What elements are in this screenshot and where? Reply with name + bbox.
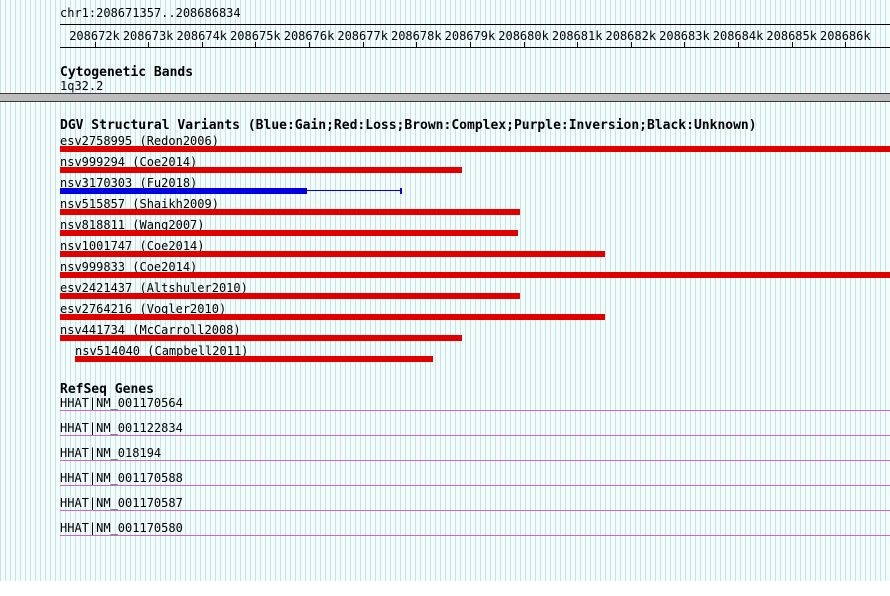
ruler-tick-label: 208680k (498, 29, 549, 43)
variant-label: nsv514040 (Campbell2011) (75, 344, 249, 358)
variant-bar[interactable] (60, 251, 605, 257)
variant-label: esv2758995 (Redon2006) (60, 134, 219, 148)
ruler-top-line (60, 24, 890, 25)
cytogenetic-section-title: Cytogenetic Bands (60, 65, 194, 80)
ruler-tick-mark (255, 42, 257, 47)
ruler-tick-mark (523, 42, 525, 47)
gene-label: HHAT|NM_001170587 (60, 496, 183, 510)
variant-bar[interactable] (75, 356, 433, 362)
cytogenetic-band (0, 93, 890, 102)
ruler-tick-label: 208678k (390, 29, 442, 43)
cytogenetic-band-label: 1q32.2 (60, 79, 104, 93)
variant-bar[interactable] (60, 146, 890, 152)
ruler-base-line (60, 47, 890, 48)
variant-bar[interactable] (60, 230, 518, 236)
ruler-tick-label: 208674k (176, 29, 228, 43)
ruler-tick-label: 208681k (551, 29, 603, 43)
variant-label: nsv3170303 (Fu2018) (60, 176, 198, 190)
gene-line[interactable] (60, 460, 890, 461)
variant-bar[interactable] (60, 188, 307, 194)
ruler-tick-mark (201, 42, 203, 47)
variant-bar[interactable] (60, 335, 462, 341)
ruler-tick-mark (791, 42, 793, 47)
ruler-tick-label: 208675k (230, 29, 281, 43)
ruler-tick-label: 208686k (820, 29, 871, 43)
variant-label: nsv999294 (Coe2014) (60, 155, 198, 169)
variant-bar[interactable] (60, 272, 890, 278)
variant-tail-tick (400, 188, 402, 194)
gene-line[interactable] (60, 510, 890, 511)
ruler-tick-mark (684, 42, 686, 47)
gene-line[interactable] (60, 485, 890, 486)
variant-label: nsv999833 (Coe2014) (60, 260, 198, 274)
ruler-tick-label: 208677k (337, 29, 388, 43)
gene-line[interactable] (60, 435, 890, 436)
ruler-tick-mark (469, 42, 471, 47)
variant-bar[interactable] (60, 293, 520, 299)
gene-label: HHAT|NM_001170580 (60, 521, 183, 535)
variant-label: nsv515857 (Shaikh2009) (60, 197, 219, 211)
ruler-tick-mark (738, 42, 740, 47)
refseq-section-title: RefSeq Genes (60, 382, 154, 397)
gene-label: HHAT|NM_018194 (60, 446, 162, 460)
ruler-tick-label: 208682k (605, 29, 657, 43)
ruler-tick-label: 208685k (766, 29, 817, 43)
dgv-section-title: DGV Structural Variants (Blue:Gain;Red:L… (60, 118, 757, 133)
variant-label: esv2764216 (Vogler2010) (60, 302, 227, 316)
ruler-tick-label: 208672k (69, 29, 120, 43)
variant-bar[interactable] (60, 209, 520, 215)
ruler-tick-mark (577, 42, 579, 47)
ruler-tick-mark (362, 42, 364, 47)
variant-label: nsv818811 (Wang2007) (60, 218, 205, 232)
variant-bar[interactable] (60, 314, 605, 320)
variant-tail-line (307, 190, 400, 191)
ruler-tick-mark (94, 42, 96, 47)
ruler-tick-label: 208673k (122, 29, 174, 43)
variant-bar[interactable] (60, 167, 462, 173)
gene-line[interactable] (60, 535, 890, 536)
ruler-tick-mark (148, 42, 150, 47)
ruler-tick-label: 208679k (444, 29, 496, 43)
variant-label: nsv1001747 (Coe2014) (60, 239, 205, 253)
ruler-tick-mark (416, 42, 418, 47)
region-label: chr1:208671357..208686834 (60, 6, 241, 20)
gene-label: HHAT|NM_001122834 (60, 421, 183, 435)
gene-label: HHAT|NM_001170564 (60, 396, 183, 410)
gene-label: HHAT|NM_001170588 (60, 471, 183, 485)
ruler-tick-label: 208683k (659, 29, 710, 43)
variant-label: nsv441734 (McCarroll2008) (60, 323, 241, 337)
ruler-tick-mark (309, 42, 311, 47)
ruler-tick-label: 208684k (712, 29, 764, 43)
ruler-tick-mark (630, 42, 632, 47)
gene-line[interactable] (60, 410, 890, 411)
variant-label: esv2421437 (Altshuler2010) (60, 281, 248, 295)
ruler-tick-label: 208676k (283, 29, 335, 43)
ruler-tick-mark (845, 42, 847, 47)
